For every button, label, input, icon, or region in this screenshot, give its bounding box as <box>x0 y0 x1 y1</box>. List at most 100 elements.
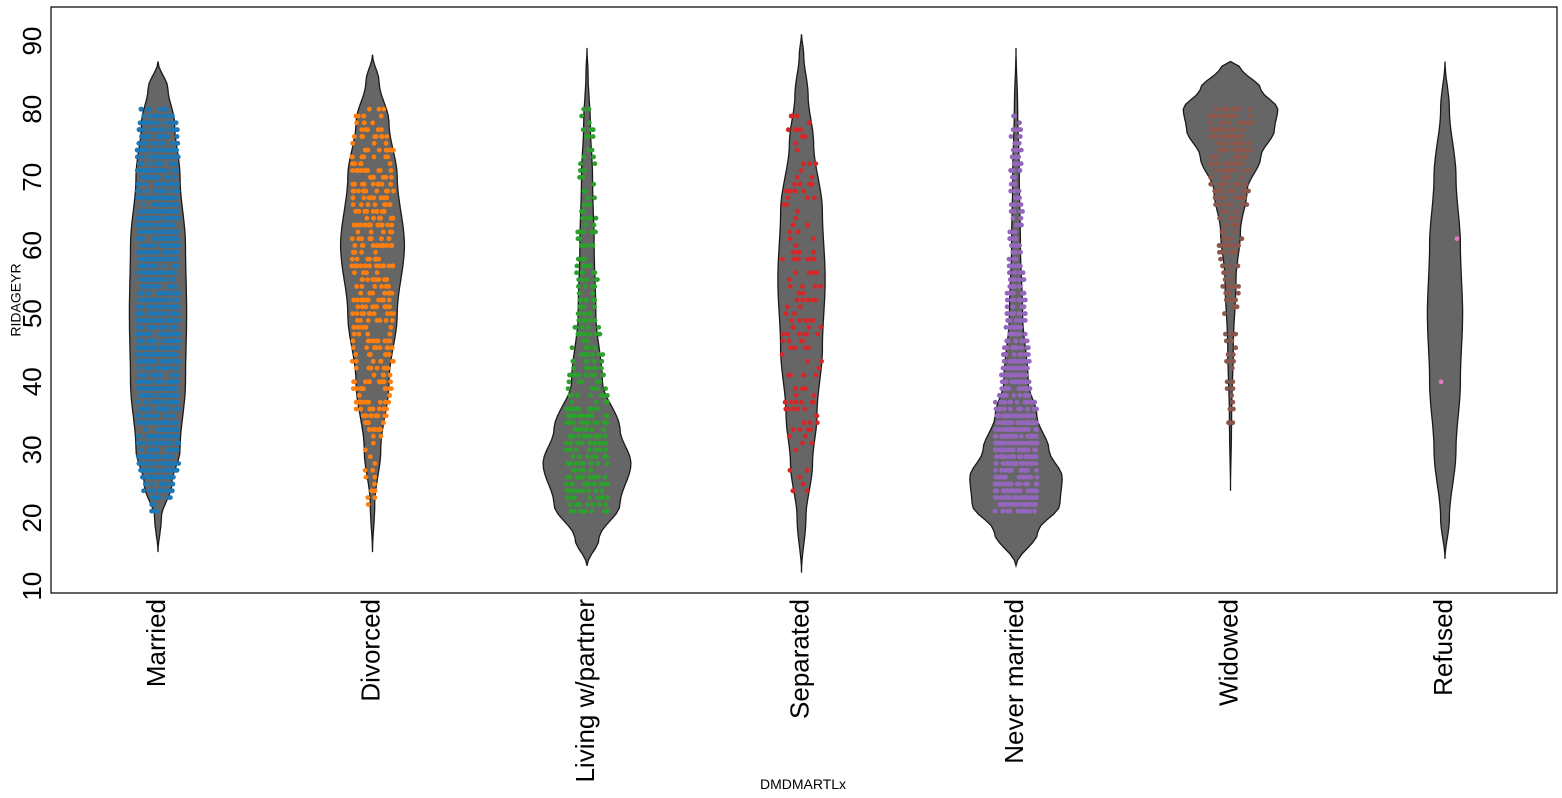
data-point <box>155 154 160 160</box>
data-point <box>1247 106 1252 112</box>
data-point <box>1004 461 1010 466</box>
data-point <box>364 345 369 351</box>
data-point <box>174 154 180 160</box>
data-point <box>596 352 602 357</box>
data-point <box>1010 229 1016 235</box>
data-point <box>590 352 595 357</box>
data-point <box>169 140 175 146</box>
data-point <box>381 297 386 303</box>
data-point <box>165 318 171 323</box>
data-point <box>1025 461 1031 466</box>
data-point <box>365 147 371 153</box>
data-point <box>1008 181 1014 187</box>
data-point <box>152 168 158 173</box>
data-point <box>352 243 358 248</box>
data-point <box>1009 209 1015 214</box>
data-point <box>171 358 176 364</box>
data-point <box>160 454 165 460</box>
data-point <box>174 140 180 146</box>
data-point <box>792 181 797 187</box>
data-point <box>804 331 810 337</box>
data-point <box>792 311 797 316</box>
data-point <box>797 427 803 432</box>
data-point <box>173 195 179 201</box>
data-point <box>1019 386 1024 391</box>
data-point <box>1002 488 1007 494</box>
data-point <box>151 474 157 480</box>
data-point <box>604 454 609 460</box>
data-point <box>1007 229 1013 235</box>
data-point <box>600 481 606 487</box>
data-point <box>787 229 793 235</box>
data-point <box>161 324 167 330</box>
data-point <box>802 406 807 412</box>
data-point <box>581 154 587 160</box>
data-point <box>1218 256 1223 262</box>
data-point <box>352 181 358 187</box>
data-point <box>160 270 166 276</box>
data-point <box>150 209 156 214</box>
data-point <box>141 488 146 494</box>
data-point <box>169 297 175 303</box>
data-point <box>157 488 162 494</box>
data-point <box>158 427 164 432</box>
scatter-points-3 <box>779 113 824 494</box>
data-point <box>174 372 180 378</box>
data-point <box>576 372 582 378</box>
data-point <box>1018 249 1023 255</box>
data-point <box>1247 113 1253 119</box>
data-point <box>166 447 171 453</box>
data-point <box>1225 352 1231 357</box>
data-point <box>1232 181 1238 187</box>
data-point <box>136 386 142 391</box>
data-point <box>813 297 819 303</box>
data-point <box>783 311 789 316</box>
data-point <box>172 365 178 371</box>
data-point <box>145 331 150 337</box>
data-point <box>590 243 596 248</box>
data-point <box>587 263 593 269</box>
data-point <box>795 229 801 235</box>
data-point <box>157 304 163 310</box>
data-point <box>1222 195 1227 201</box>
data-point <box>148 461 154 466</box>
data-point <box>383 284 389 289</box>
data-point <box>353 352 359 357</box>
data-point <box>577 236 582 242</box>
data-point <box>138 297 143 303</box>
data-point <box>1007 365 1012 371</box>
data-point <box>175 181 181 187</box>
data-point <box>143 379 149 385</box>
data-point <box>384 243 390 248</box>
data-point <box>589 372 594 378</box>
data-point <box>571 365 576 371</box>
data-point <box>158 481 164 487</box>
data-point <box>568 488 574 494</box>
data-point <box>1008 134 1014 139</box>
data-point <box>149 297 155 303</box>
data-point <box>165 229 171 235</box>
data-point <box>1215 188 1220 194</box>
data-point <box>1227 406 1233 412</box>
data-point <box>1018 461 1024 466</box>
data-point <box>169 427 175 432</box>
data-point <box>580 215 585 221</box>
data-point <box>381 229 386 235</box>
data-point <box>142 318 148 323</box>
data-point <box>382 290 387 296</box>
data-point <box>143 420 149 426</box>
data-point <box>159 195 165 201</box>
data-point <box>813 161 819 167</box>
data-point <box>1244 202 1250 208</box>
data-point <box>1022 318 1028 323</box>
data-point <box>377 263 382 269</box>
data-point <box>362 209 368 214</box>
data-point <box>584 297 589 303</box>
data-point <box>165 290 171 296</box>
data-point <box>135 270 141 276</box>
data-point <box>1236 215 1242 221</box>
data-point <box>158 256 164 262</box>
data-point <box>599 440 604 446</box>
data-point <box>1220 284 1226 289</box>
data-point <box>143 215 149 221</box>
